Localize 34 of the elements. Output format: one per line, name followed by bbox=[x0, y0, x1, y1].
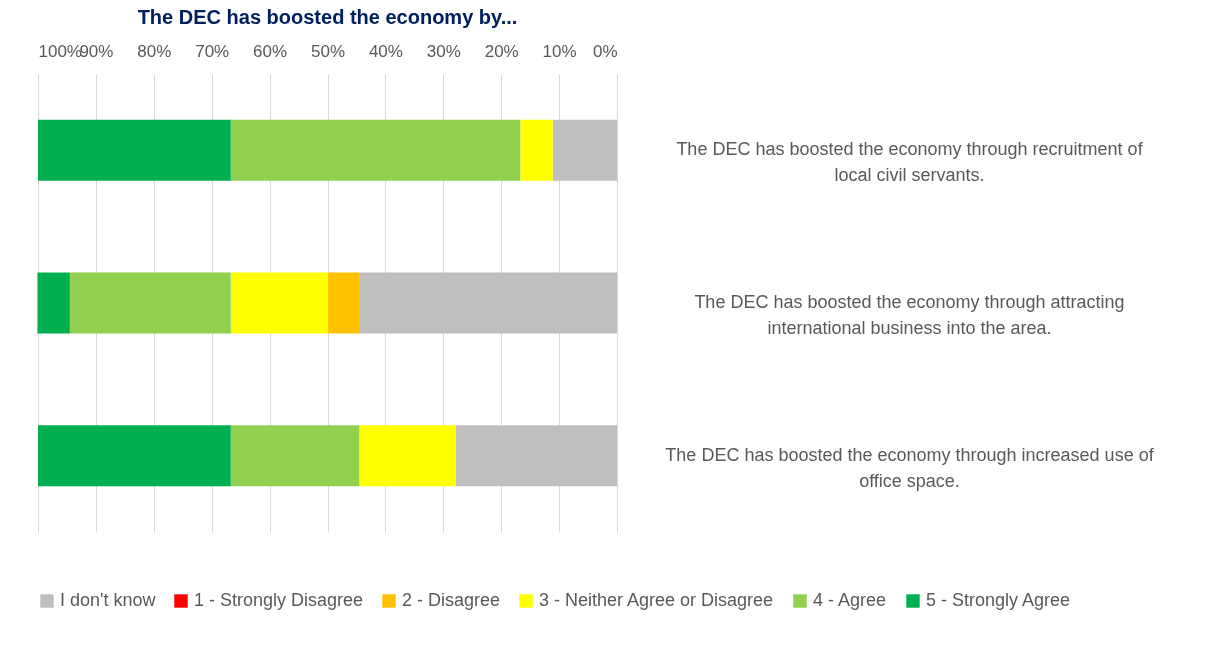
x-tick-label: 0% bbox=[592, 41, 618, 61]
legend-label: 1 - Strongly Disagree bbox=[194, 590, 364, 610]
x-tick-label: 30% bbox=[426, 41, 461, 61]
bar bbox=[230, 272, 328, 334]
bar bbox=[456, 425, 617, 487]
y-tick-label: The DEC has boosted the economy through attracting international business into the area. bbox=[694, 292, 1125, 338]
legend-label: 2 - Disagree bbox=[402, 590, 501, 610]
legend-label: 4 - Agree bbox=[813, 590, 887, 610]
x-tick-label: 70% bbox=[195, 41, 230, 61]
legend-label: 5 - Strongly Agree bbox=[926, 590, 1071, 610]
x-tick-label: 90% bbox=[79, 41, 114, 61]
bar bbox=[552, 119, 617, 181]
x-tick-label: 100% bbox=[38, 41, 82, 61]
bar bbox=[38, 119, 231, 181]
bar bbox=[38, 425, 231, 487]
y-tick-label: The DEC has boosted the economy through increased use of office space. bbox=[665, 444, 1155, 491]
bar bbox=[230, 425, 360, 487]
x-tick-label: 40% bbox=[368, 41, 403, 61]
x-tick-label: 80% bbox=[137, 41, 172, 61]
bar bbox=[520, 119, 553, 181]
chart-title: The DEC has boosted the economy by... bbox=[137, 6, 518, 28]
bar bbox=[327, 272, 360, 334]
x-tick-label: 10% bbox=[542, 41, 577, 61]
y-tick-label: The DEC has boosted the economy through recruitment of local civil servants. bbox=[676, 139, 1144, 186]
bar bbox=[230, 119, 521, 181]
bar bbox=[37, 272, 70, 334]
x-tick-label: 20% bbox=[484, 41, 519, 61]
bar bbox=[359, 272, 617, 334]
bar bbox=[69, 272, 231, 334]
bar bbox=[359, 425, 457, 487]
legend-label: I don't know bbox=[60, 590, 157, 610]
x-tick-label: 60% bbox=[253, 41, 288, 61]
legend-label: 3 - Neither Agree or Disagree bbox=[539, 590, 774, 610]
x-tick-label: 50% bbox=[310, 41, 346, 61]
